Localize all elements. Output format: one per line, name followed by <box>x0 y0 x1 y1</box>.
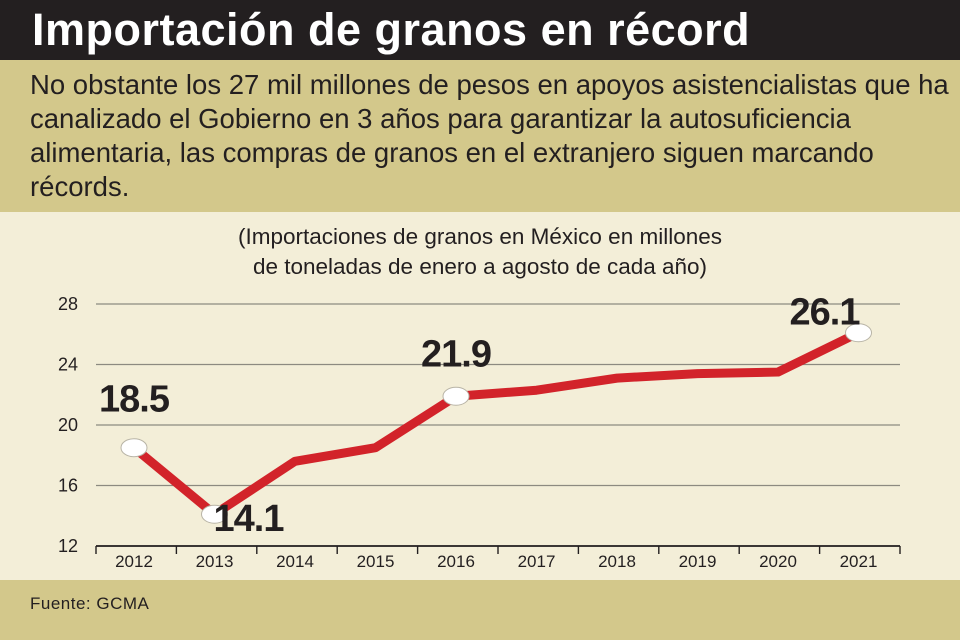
deck-panel: No obstante los 27 mil millones de pesos… <box>0 60 960 212</box>
title-bar: Importación de granos en récord <box>0 0 960 60</box>
data-point-2013 <box>201 504 228 524</box>
page-title: Importación de granos en récord <box>32 4 751 55</box>
x-tick-label-2016: 2016 <box>437 552 475 571</box>
footer: Fuente: GCMA <box>0 580 960 640</box>
x-tick-label-2019: 2019 <box>679 552 717 571</box>
data-point-2012 <box>120 438 148 458</box>
data-point-2021 <box>845 323 872 343</box>
x-tick-label-2012: 2012 <box>115 552 153 571</box>
y-tick-label-20: 20 <box>58 415 78 435</box>
data-label-2016: 21.9 <box>421 333 491 375</box>
data-label-2013: 14.1 <box>214 498 285 540</box>
chart-subtitle-line-1: (Importaciones de granos en México en mi… <box>238 224 722 249</box>
y-tick-label-12: 12 <box>58 536 78 556</box>
x-tick-label-2017: 2017 <box>518 552 556 571</box>
source-note: Fuente: GCMA <box>30 594 150 613</box>
x-tick-label-2021: 2021 <box>840 552 878 571</box>
chart-subtitle-line-2: de toneladas de enero a agosto de cada a… <box>253 254 707 279</box>
series-line <box>129 328 863 519</box>
x-tick-label-2014: 2014 <box>276 552 314 571</box>
data-label-2012: 18.5 <box>99 379 170 421</box>
x-tick-label-2015: 2015 <box>357 552 395 571</box>
x-tick-label-2020: 2020 <box>759 552 797 571</box>
y-tick-label-24: 24 <box>58 355 78 375</box>
deck-text: No obstante los 27 mil millones de pesos… <box>30 69 949 202</box>
y-tick-label-16: 16 <box>58 476 78 496</box>
data-label-2021: 26.1 <box>790 292 861 334</box>
data-point-2016 <box>442 386 470 406</box>
y-tick-label-28: 28 <box>58 294 78 314</box>
x-tick-label-2013: 2013 <box>196 552 234 571</box>
x-tick-label-2018: 2018 <box>598 552 636 571</box>
